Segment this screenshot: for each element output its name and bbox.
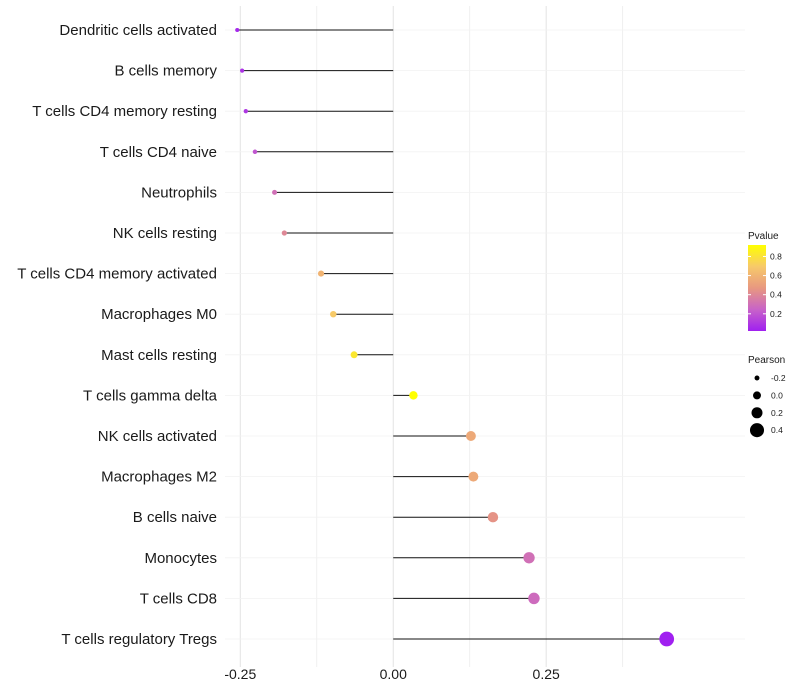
category-label: T cells regulatory Tregs — [61, 631, 217, 648]
lollipop-dots — [235, 27, 675, 647]
lollipop-dot — [350, 351, 358, 359]
lollipop-dot — [235, 27, 240, 33]
category-label: T cells CD8 — [140, 590, 217, 607]
category-label: Dendritic cells activated — [59, 22, 217, 39]
pvalue-legend-title: Pvalue — [748, 231, 779, 242]
lollipop-dot — [252, 149, 258, 155]
category-label: NK cells activated — [98, 428, 217, 445]
pvalue-tick-label: 0.2 — [770, 309, 782, 319]
pearson-legend-dot — [751, 407, 763, 419]
category-label: Monocytes — [144, 550, 217, 567]
lollipop-dot — [240, 68, 245, 73]
pearson-legend-label: -0.2 — [771, 373, 786, 383]
lollipop-dot — [243, 109, 248, 114]
pearson-legend-dot — [749, 423, 765, 438]
category-label: B cells memory — [114, 63, 217, 80]
pearson-legend-label: 0.0 — [771, 390, 783, 400]
pearson-legend-title: Pearson — [748, 355, 785, 366]
pvalue-legend: Pvalue 0.2 0.4 0.6 0.8 — [748, 231, 782, 331]
category-label: Mast cells resting — [101, 347, 217, 364]
lollipop-dot — [317, 270, 325, 277]
pearson-legend-label: 0.2 — [771, 408, 783, 418]
category-label: B cells naive — [133, 509, 217, 526]
category-label: Neutrophils — [141, 184, 217, 201]
lollipop-dot — [281, 230, 287, 236]
x-axis-ticks: -0.25 0.00 0.25 — [224, 666, 560, 682]
x-tick-label: 0.00 — [380, 666, 407, 682]
category-label: T cells CD4 naive — [100, 144, 217, 161]
lollipop-dot — [409, 391, 418, 400]
pearson-legend-label: 0.4 — [771, 425, 783, 435]
pearson-legend-dot — [753, 391, 761, 400]
x-tick-label: -0.25 — [224, 666, 256, 682]
category-label: Macrophages M2 — [101, 469, 217, 486]
pvalue-legend-ticks: 0.2 0.4 0.6 0.8 — [748, 251, 782, 319]
lollipop-dot — [468, 471, 479, 482]
pearson-legend-items: -0.2 0.0 0.2 0.4 — [749, 373, 786, 438]
category-label: Macrophages M0 — [101, 306, 217, 323]
lollipop-dot — [528, 592, 540, 605]
lollipop-stems — [237, 29, 667, 640]
category-label: NK cells resting — [113, 225, 217, 242]
lollipop-dot — [487, 511, 499, 523]
category-label: T cells gamma delta — [83, 387, 218, 404]
category-label: T cells CD4 memory resting — [32, 103, 217, 120]
lollipop-dot — [523, 552, 535, 564]
lollipop-dot — [330, 310, 337, 318]
category-labels: Dendritic cells activated B cells memory T… — [17, 22, 217, 648]
lollipop-dot — [465, 431, 476, 441]
pvalue-tick-label: 0.8 — [770, 251, 782, 261]
lollipop-dot — [272, 189, 278, 195]
lollipop-dot — [659, 631, 675, 647]
category-label: T cells CD4 memory activated — [17, 266, 217, 283]
x-tick-label: 0.25 — [533, 666, 560, 682]
pvalue-colorbar — [748, 245, 766, 331]
pearson-legend-dot — [754, 375, 760, 381]
pvalue-tick-label: 0.6 — [770, 271, 782, 281]
pearson-legend: Pearson -0.2 0.0 0.2 0.4 — [748, 355, 786, 438]
gridlines — [225, 6, 745, 667]
pvalue-tick-label: 0.4 — [770, 290, 782, 300]
